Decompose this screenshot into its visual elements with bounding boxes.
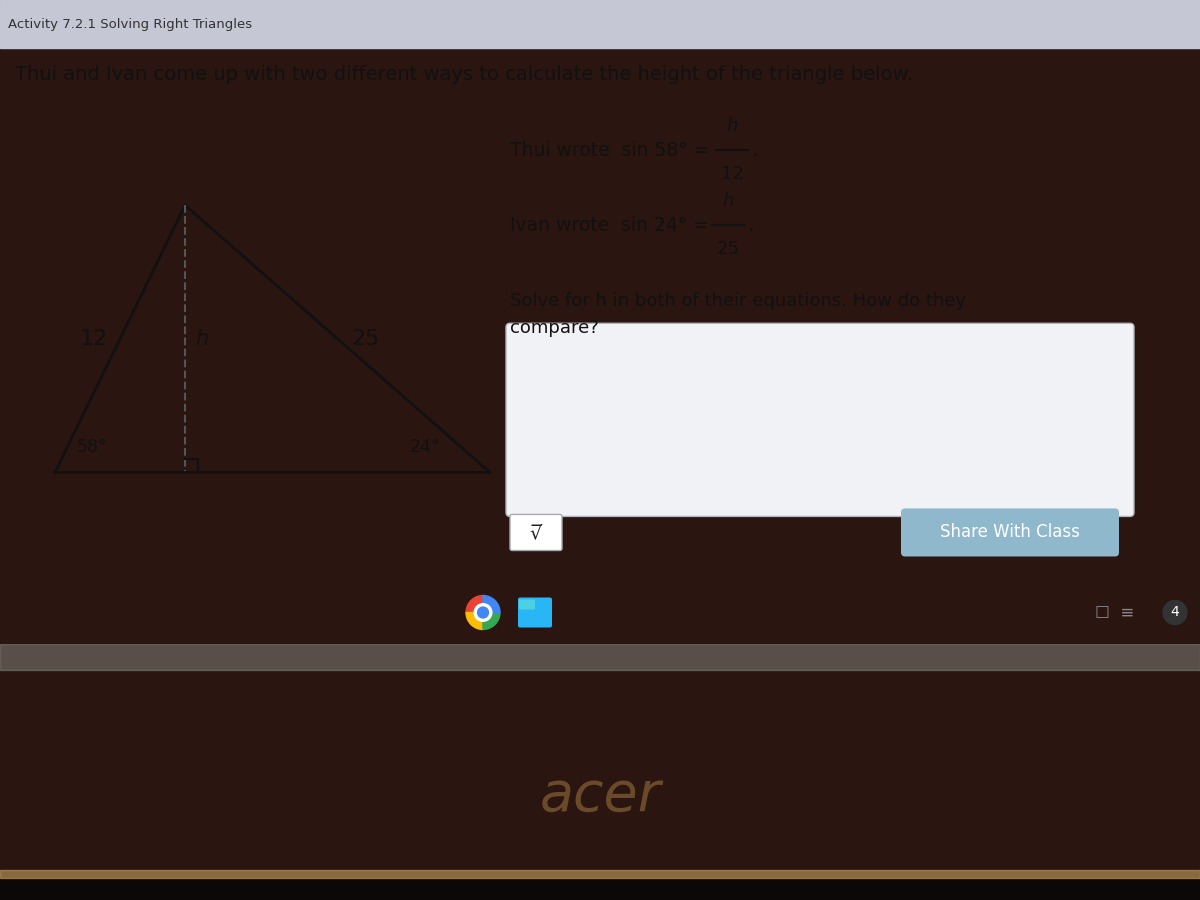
Bar [0, 644, 1200, 670]
Text: acer: acer [539, 769, 661, 822]
FancyBboxPatch shape [510, 515, 562, 551]
Text: h: h [726, 117, 738, 135]
Text: .: . [752, 140, 758, 160]
FancyBboxPatch shape [520, 599, 535, 609]
Text: 24°: 24° [410, 438, 440, 456]
Text: h: h [196, 328, 209, 349]
FancyBboxPatch shape [506, 323, 1134, 517]
Text: 12: 12 [80, 328, 108, 349]
Text: .: . [748, 215, 755, 235]
Text: 58°: 58° [77, 438, 108, 456]
Wedge shape [482, 596, 500, 613]
Text: ☐  ≡: ☐ ≡ [1096, 604, 1135, 622]
Bar [0, 878, 1200, 900]
Text: 25: 25 [716, 240, 739, 258]
Circle shape [478, 608, 488, 618]
Text: √̅: √̅ [530, 523, 542, 542]
Circle shape [474, 604, 492, 621]
Text: Share With Class: Share With Class [940, 524, 1080, 542]
Text: Activity 7.2.1 Solving Right Triangles: Activity 7.2.1 Solving Right Triangles [8, 17, 252, 31]
Text: 12: 12 [720, 165, 744, 183]
Bar [0, 870, 1200, 878]
Circle shape [1163, 600, 1187, 625]
Text: 25: 25 [352, 328, 379, 349]
Text: 4: 4 [1171, 606, 1180, 619]
Wedge shape [482, 613, 500, 629]
Text: Thui and Ivan come up with two different ways to calculate the height of the tri: Thui and Ivan come up with two different… [14, 65, 913, 84]
FancyBboxPatch shape [518, 598, 552, 627]
Bar [0, 0, 1200, 48]
Text: Solve for h in both of their equations. How do they
compare?: Solve for h in both of their equations. … [510, 292, 966, 337]
FancyBboxPatch shape [901, 508, 1120, 556]
Wedge shape [466, 613, 482, 629]
Wedge shape [466, 596, 482, 613]
Text: Thui wrote  sin 58° =: Thui wrote sin 58° = [510, 140, 709, 159]
Text: Ivan wrote  sin 24° =: Ivan wrote sin 24° = [510, 216, 709, 235]
Text: h: h [722, 193, 733, 211]
